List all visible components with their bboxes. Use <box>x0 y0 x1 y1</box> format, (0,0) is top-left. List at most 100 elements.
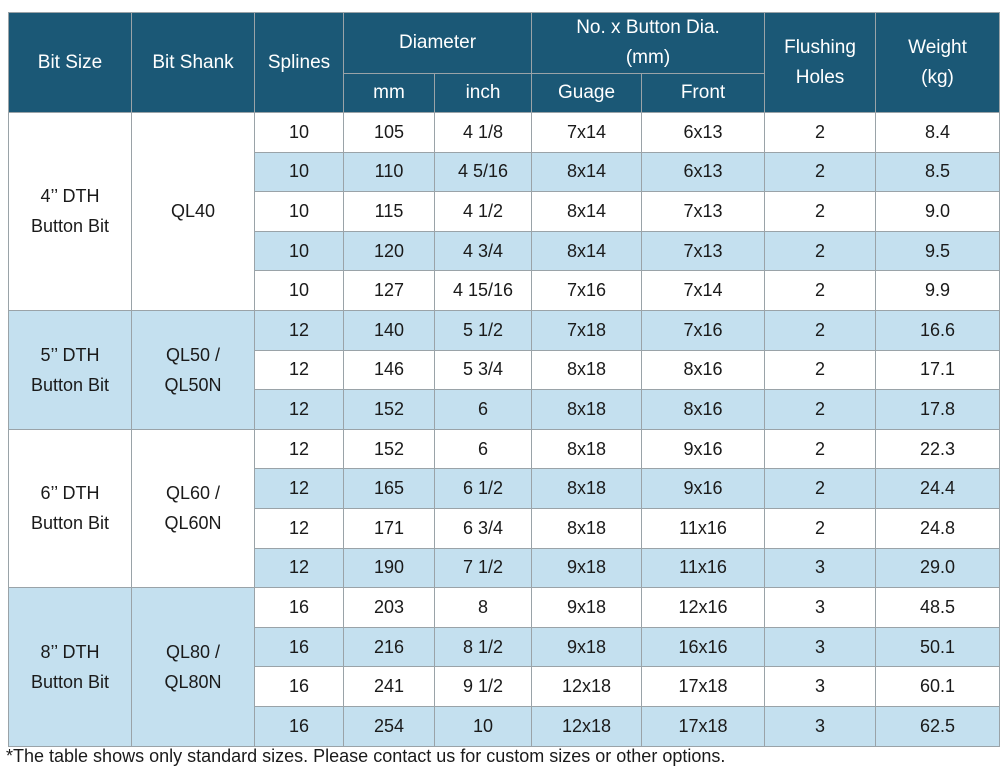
buttons-guage-cell: 8x18 <box>531 389 643 430</box>
diameter-mm-cell: 105 <box>343 112 435 153</box>
bit-size-cell: 8’’ DTH Button Bit <box>8 587 132 747</box>
buttons-front-cell: 7x16 <box>641 309 766 351</box>
splines-cell: 16 <box>254 666 344 707</box>
table-body: 4’’ DTH Button Bit QL40 10 105 4 1/8 7x14 6x13 2… <box>8 112 1000 747</box>
spec-table: Bit Size Bit Shank Splines Diameter No. … <box>8 12 1000 747</box>
diameter-inch-cell: 6 1/2 <box>433 468 533 509</box>
splines-cell: 12 <box>254 468 344 509</box>
diameter-mm-cell: 110 <box>343 151 435 193</box>
buttons-guage-cell: 7x18 <box>531 309 643 351</box>
flushing-holes-cell: 2 <box>764 349 877 391</box>
diameter-inch-cell: 8 1/2 <box>433 626 533 668</box>
flushing-holes-cell: 2 <box>764 112 877 153</box>
buttons-front-cell: 12x16 <box>641 587 766 628</box>
table-row: 10 127 4 15/16 7x16 7x14 2 9.9 <box>9 270 1000 311</box>
header-weight: Weight (kg) <box>875 12 1000 113</box>
diameter-inch-cell: 4 3/4 <box>433 230 533 272</box>
diameter-mm-cell: 120 <box>343 230 435 272</box>
header-buttons: No. x Button Dia. (mm) <box>531 12 766 74</box>
table-row: 10 110 4 5/16 8x14 6x13 2 8.5 <box>9 151 1000 193</box>
header-bit-shank: Bit Shank <box>131 12 255 113</box>
buttons-front-cell: 8x16 <box>641 389 766 430</box>
weight-cell: 50.1 <box>875 626 1000 668</box>
flushing-holes-cell: 3 <box>764 705 877 747</box>
table-row: 16 254 10 12x18 17x18 3 62.5 <box>9 705 1000 747</box>
flushing-holes-cell: 3 <box>764 547 877 589</box>
buttons-front-cell: 6x13 <box>641 112 766 153</box>
diameter-inch-cell: 4 15/16 <box>433 270 533 311</box>
diameter-mm-cell: 140 <box>343 309 435 351</box>
table-row: 12 171 6 3/4 8x18 11x16 2 24.8 <box>9 507 1000 549</box>
buttons-guage-cell: 7x14 <box>531 112 643 153</box>
header-diameter: Diameter <box>342 12 533 74</box>
buttons-front-cell: 6x13 <box>641 151 766 193</box>
weight-cell: 9.9 <box>875 270 1000 311</box>
diameter-inch-cell: 6 3/4 <box>433 507 533 549</box>
flushing-holes-cell: 2 <box>764 191 877 232</box>
diameter-mm-cell: 152 <box>343 389 435 430</box>
weight-cell: 29.0 <box>875 547 1000 589</box>
flushing-holes-cell: 3 <box>764 626 877 668</box>
buttons-front-cell: 8x16 <box>641 349 766 391</box>
splines-cell: 10 <box>254 191 344 232</box>
diameter-mm-cell: 203 <box>343 587 435 628</box>
diameter-inch-cell: 4 5/16 <box>433 151 533 193</box>
buttons-guage-cell: 8x18 <box>531 428 643 470</box>
buttons-guage-cell: 8x14 <box>531 230 643 272</box>
table-row: 4’’ DTH Button Bit QL40 10 105 4 1/8 7x14 6x13 2… <box>8 112 1000 311</box>
splines-cell: 12 <box>254 349 344 391</box>
table-row: 6’’ DTH Button Bit QL60 /QL60N 12 152 6 8x18 9x… <box>8 428 1000 589</box>
bit-size-cell: 4’’ DTH Button Bit <box>8 112 132 311</box>
diameter-mm-cell: 254 <box>343 705 435 747</box>
flushing-holes-cell: 2 <box>764 151 877 193</box>
flushing-holes-cell: 2 <box>764 428 877 470</box>
diameter-inch-cell: 10 <box>433 705 533 747</box>
buttons-front-cell: 7x13 <box>641 191 766 232</box>
diameter-mm-cell: 127 <box>343 270 435 311</box>
flushing-holes-cell: 2 <box>764 389 877 430</box>
diameter-inch-cell: 4 1/8 <box>433 112 533 153</box>
buttons-front-cell: 7x14 <box>641 270 766 311</box>
splines-cell: 16 <box>254 626 344 668</box>
header-flushing-holes: Flushing Holes <box>764 12 877 113</box>
splines-cell: 10 <box>254 112 344 153</box>
table-row: 16 241 9 1/2 12x18 17x18 3 60.1 <box>9 666 1000 707</box>
weight-cell: 17.1 <box>875 349 1000 391</box>
flushing-holes-cell: 2 <box>764 270 877 311</box>
header-diameter-mm: mm <box>343 73 435 113</box>
flushing-holes-cell: 2 <box>764 468 877 509</box>
buttons-guage-cell: 9x18 <box>531 587 643 628</box>
buttons-guage-cell: 12x18 <box>531 666 643 707</box>
weight-cell: 9.0 <box>875 191 1000 232</box>
bit-size-cell: 6’’ DTH Button Bit <box>8 428 132 589</box>
weight-cell: 48.5 <box>875 587 1000 628</box>
buttons-front-cell: 9x16 <box>641 468 766 509</box>
flushing-holes-cell: 3 <box>764 666 877 707</box>
buttons-guage-cell: 9x18 <box>531 626 643 668</box>
weight-cell: 9.5 <box>875 230 1000 272</box>
buttons-front-cell: 17x18 <box>641 666 766 707</box>
diameter-mm-cell: 165 <box>343 468 435 509</box>
buttons-front-cell: 17x18 <box>641 705 766 747</box>
diameter-inch-cell: 7 1/2 <box>433 547 533 589</box>
flushing-holes-cell: 2 <box>764 507 877 549</box>
header-bit-size: Bit Size <box>8 12 132 113</box>
buttons-front-cell: 7x13 <box>641 230 766 272</box>
bit-shank-cell: QL40 <box>131 112 255 311</box>
splines-cell: 10 <box>254 230 344 272</box>
diameter-inch-cell: 4 1/2 <box>433 191 533 232</box>
diameter-inch-cell: 9 1/2 <box>433 666 533 707</box>
splines-cell: 10 <box>254 270 344 311</box>
diameter-mm-cell: 152 <box>343 428 435 470</box>
bit-size-cell: 5’’ DTH Button Bit <box>8 309 132 430</box>
header-splines: Splines <box>254 12 344 113</box>
diameter-inch-cell: 5 1/2 <box>433 309 533 351</box>
table-row: 16 216 8 1/2 9x18 16x16 3 50.1 <box>9 626 1000 668</box>
table-row: 12 152 6 8x18 8x16 2 17.8 <box>9 389 1000 430</box>
header-diameter-inch: inch <box>433 73 533 113</box>
buttons-guage-cell: 8x18 <box>531 507 643 549</box>
splines-cell: 10 <box>254 151 344 193</box>
diameter-mm-cell: 241 <box>343 666 435 707</box>
diameter-inch-cell: 6 <box>433 389 533 430</box>
weight-cell: 22.3 <box>875 428 1000 470</box>
